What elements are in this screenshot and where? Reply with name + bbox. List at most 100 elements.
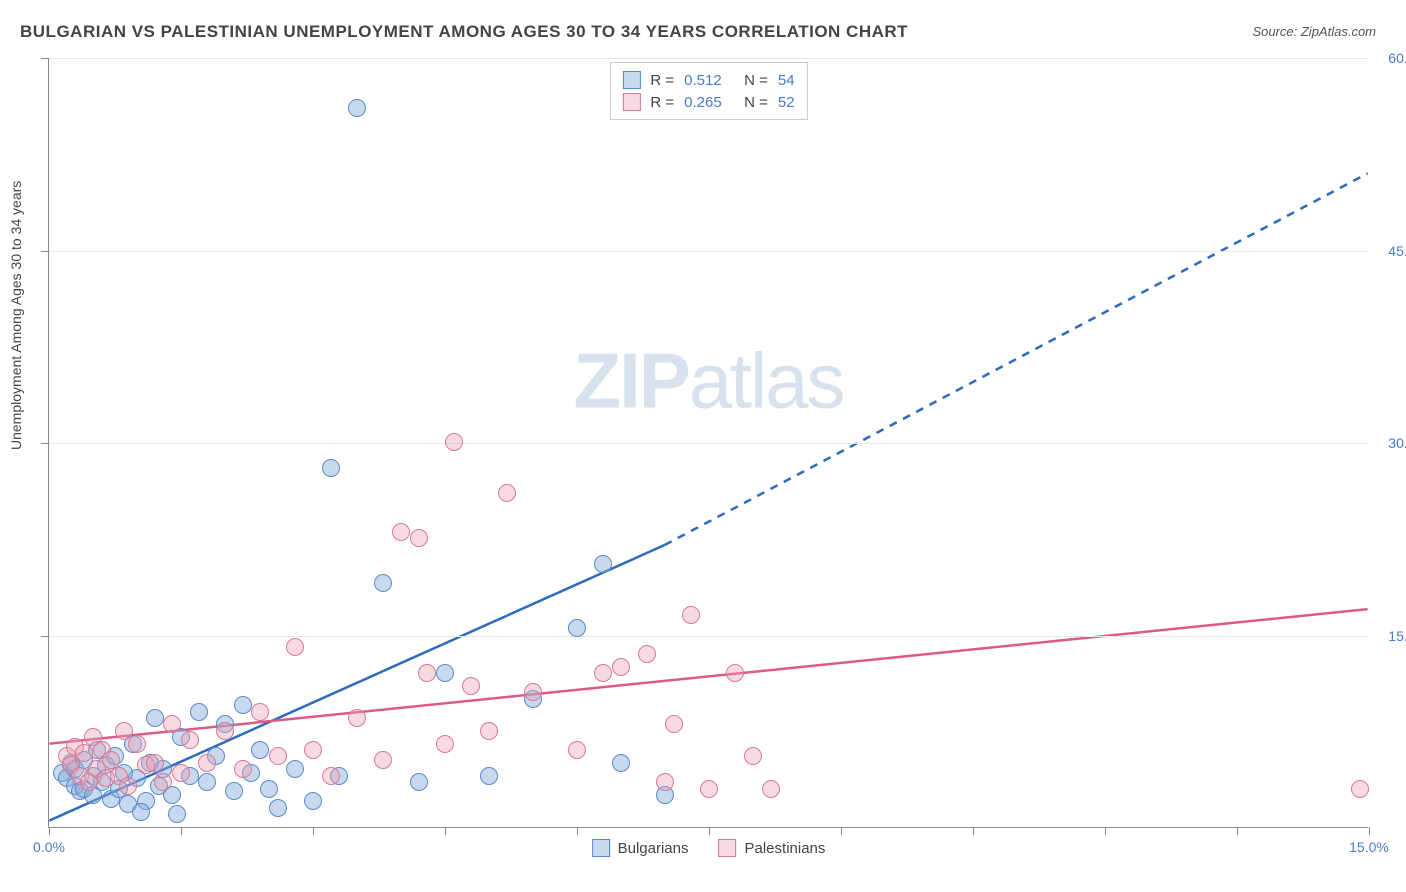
data-point: [163, 715, 181, 733]
r-value: 0.265: [684, 94, 734, 111]
data-point: [524, 683, 542, 701]
data-point: [225, 782, 243, 800]
y-tick-label: 30.0%: [1373, 435, 1406, 451]
correlation-legend: R =0.512N =54R =0.265N =52: [609, 62, 807, 120]
gridline: [49, 251, 1368, 252]
data-point: [612, 658, 630, 676]
data-point: [682, 606, 700, 624]
gridline: [49, 58, 1368, 59]
data-point: [480, 767, 498, 785]
x-tick: [313, 827, 314, 835]
y-tick: [41, 251, 49, 252]
correlation-legend-row: R =0.265N =52: [622, 91, 794, 113]
y-tick: [41, 636, 49, 637]
r-label: R =: [650, 72, 674, 89]
data-point: [172, 764, 190, 782]
n-label: N =: [744, 94, 768, 111]
data-point: [410, 773, 428, 791]
y-tick-label: 45.0%: [1373, 243, 1406, 259]
data-point: [234, 696, 252, 714]
watermark-light: atlas: [689, 336, 844, 424]
y-tick: [41, 443, 49, 444]
data-point: [665, 715, 683, 733]
data-point: [322, 767, 340, 785]
x-tick: [1369, 827, 1370, 835]
gridline: [49, 443, 1368, 444]
n-value: 54: [778, 72, 795, 89]
data-point: [198, 754, 216, 772]
data-point: [132, 803, 150, 821]
data-point: [168, 805, 186, 823]
series-legend: Bulgarians Palestinians: [592, 839, 826, 857]
x-tick-label: 15.0%: [1349, 839, 1389, 855]
x-tick: [1105, 827, 1106, 835]
data-point: [374, 751, 392, 769]
series-legend-label: Palestinians: [745, 840, 826, 857]
y-tick: [41, 58, 49, 59]
data-point: [700, 780, 718, 798]
data-point: [234, 760, 252, 778]
data-point: [348, 709, 366, 727]
data-point: [154, 773, 172, 791]
data-point: [1351, 780, 1369, 798]
x-tick: [841, 827, 842, 835]
watermark-bold: ZIP: [573, 336, 688, 424]
x-tick-label: 0.0%: [33, 839, 65, 855]
data-point: [146, 754, 164, 772]
data-point: [304, 792, 322, 810]
data-point: [744, 747, 762, 765]
trend-line: [49, 609, 1367, 744]
data-point: [726, 664, 744, 682]
y-tick-label: 60.0%: [1373, 50, 1406, 66]
x-tick: [1237, 827, 1238, 835]
data-point: [119, 777, 137, 795]
data-point: [322, 459, 340, 477]
data-point: [198, 773, 216, 791]
x-tick: [709, 827, 710, 835]
data-point: [410, 529, 428, 547]
data-point: [374, 574, 392, 592]
correlation-legend-row: R =0.512N =54: [622, 69, 794, 91]
data-point: [304, 741, 322, 759]
x-tick: [577, 827, 578, 835]
n-value: 52: [778, 94, 795, 111]
data-point: [269, 747, 287, 765]
data-point: [190, 703, 208, 721]
y-axis-label: Unemployment Among Ages 30 to 34 years: [8, 181, 24, 450]
data-point: [286, 760, 304, 778]
data-point: [392, 523, 410, 541]
data-point: [128, 735, 146, 753]
data-point: [260, 780, 278, 798]
legend-swatch: [592, 839, 610, 857]
data-point: [348, 99, 366, 117]
data-point: [251, 741, 269, 759]
data-point: [638, 645, 656, 663]
data-point: [656, 773, 674, 791]
x-tick: [973, 827, 974, 835]
gridline: [49, 636, 1368, 637]
x-tick: [181, 827, 182, 835]
data-point: [75, 744, 93, 762]
legend-swatch: [622, 93, 640, 111]
legend-swatch: [622, 71, 640, 89]
data-point: [181, 731, 199, 749]
watermark: ZIPatlas: [573, 335, 843, 426]
y-tick-label: 15.0%: [1373, 628, 1406, 644]
series-legend-label: Bulgarians: [618, 840, 689, 857]
x-tick: [445, 827, 446, 835]
chart-title: BULGARIAN VS PALESTINIAN UNEMPLOYMENT AM…: [20, 22, 908, 42]
n-label: N =: [744, 72, 768, 89]
data-point: [594, 664, 612, 682]
data-point: [251, 703, 269, 721]
data-point: [436, 664, 454, 682]
series-legend-item: Palestinians: [719, 839, 826, 857]
data-point: [480, 722, 498, 740]
data-point: [445, 433, 463, 451]
series-legend-item: Bulgarians: [592, 839, 689, 857]
data-point: [216, 722, 234, 740]
source-attribution: Source: ZipAtlas.com: [1252, 24, 1376, 39]
legend-swatch: [719, 839, 737, 857]
plot-area: ZIPatlas R =0.512N =54R =0.265N =52 Bulg…: [48, 58, 1368, 828]
data-point: [436, 735, 454, 753]
data-point: [612, 754, 630, 772]
